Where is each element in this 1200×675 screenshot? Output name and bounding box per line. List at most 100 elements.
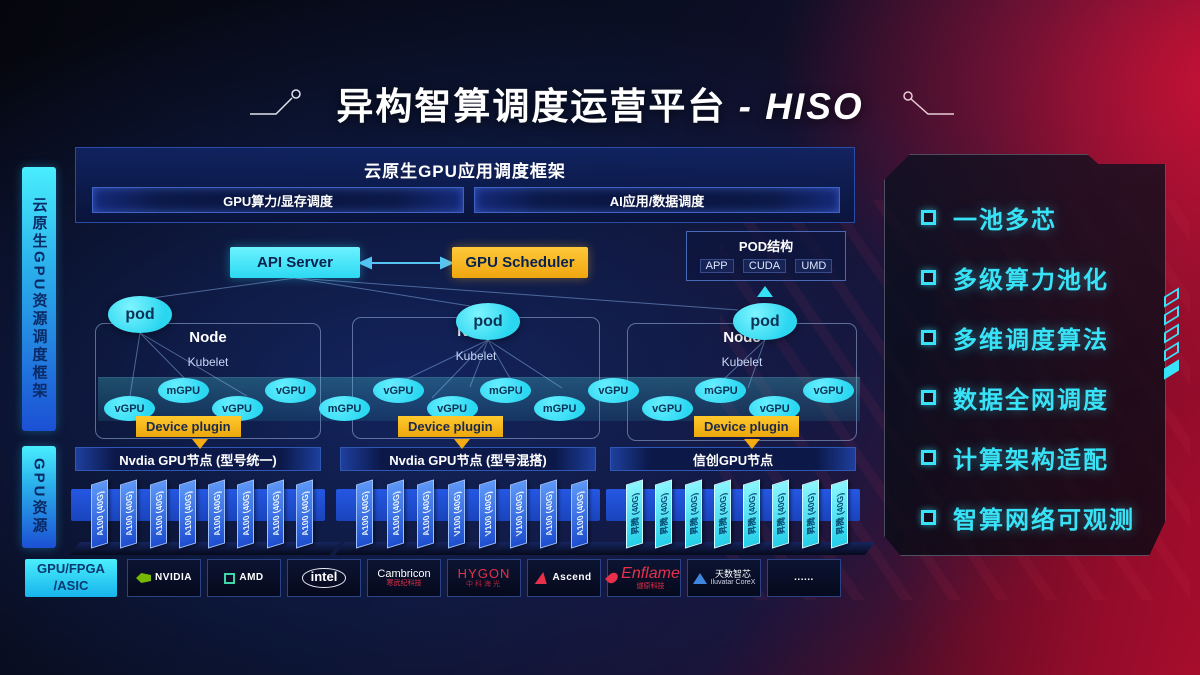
gpu-card: A100 (40G)	[237, 479, 255, 549]
device-plugin-box-2: Device plugin	[398, 416, 503, 437]
feature-label: 计算架构适配	[953, 446, 1109, 474]
gpu-slice-ellipse: vGPU	[587, 378, 639, 403]
gpu-compute-memory-scheduling-box: GPU算力/显存调度	[92, 187, 464, 213]
square-bullet-icon	[921, 509, 936, 525]
kubelet-label: Kubelet	[455, 349, 497, 363]
feature-row: 智算网络可观测	[921, 487, 1165, 547]
gpu-card: V100 (40G)	[478, 479, 496, 549]
gpu-slice-ellipse: mGPU	[319, 396, 371, 421]
feature-label: 一池多芯	[953, 206, 1057, 234]
pod-structure-title: POD结构	[738, 239, 794, 254]
gpu-node-group-header: 信创GPU节点	[610, 447, 856, 471]
pod-ellipse-2: pod	[456, 303, 520, 340]
feature-panel: 一池多芯 多级算力池化 多维调度算法 数据全网调度 计算架构适配	[884, 154, 1166, 556]
vendor-tile: HYGON 中科海光	[447, 559, 521, 597]
feature-row: 多维调度算法	[921, 307, 1165, 367]
device-plugin-box-1: Device plugin	[136, 416, 241, 437]
circuit-right-icon	[903, 91, 954, 115]
gpu-node-group-header: Nvdia GPU节点 (型号混搭)	[340, 447, 596, 471]
gpu-card: A100 (40G)	[208, 479, 226, 549]
gpu-card: 昇腾 (40G)	[713, 479, 731, 549]
feature-label: 数据全网调度	[953, 386, 1109, 414]
vendor-name: ......	[794, 572, 814, 584]
gpu-pool-strip: vGPU mGPU vGPU vGPU mGPU vGPU vGPU mGPU …	[98, 377, 860, 421]
vendor-tile: Ascend	[527, 559, 601, 597]
app-scheduling-frame: 云原生GPU应用调度框架 GPU算力/显存调度 AI应用/数据调度	[75, 147, 855, 223]
gpu-card: A100 (40G)	[266, 479, 284, 549]
gpu-card: A100 (40G)	[417, 479, 435, 549]
vendor-subname: 燧原科技	[636, 583, 665, 591]
gpu-card: A100 (40G)	[356, 479, 373, 549]
vendor-tile: Cambricon 寒武纪科技	[367, 559, 441, 597]
device-plugin-arrow-icon	[454, 439, 470, 449]
gpu-card: A100 (40G)	[149, 479, 167, 549]
hardware-types-line2: /ASIC	[53, 578, 89, 593]
feature-label: 智算网络可观测	[953, 506, 1135, 534]
device-plugin-box-3: Device plugin	[694, 416, 799, 437]
rail-gpu-resources: GPU资源	[22, 446, 56, 548]
gpu-slice-ellipse: vGPU	[802, 378, 854, 403]
pod-structure-arrow-icon	[757, 286, 773, 297]
gpu-card: V100 (40G)	[448, 479, 466, 549]
vendor-name: 天数智芯	[714, 568, 751, 579]
gpu-card-row: A100 (40G) A100 (40G) A100 (40G) V100 (4…	[356, 472, 588, 549]
feature-row: 一池多芯	[921, 187, 1165, 247]
gpu-node-group-uniform: Nvdia GPU节点 (型号统一) A100 (40G) A100 (40G)…	[69, 447, 341, 557]
gpu-slice-ellipse: mGPU	[480, 378, 532, 403]
square-bullet-icon	[921, 269, 936, 285]
gpu-slice-ellipse: vGPU	[641, 396, 693, 421]
gpu-card: A100 (40G)	[570, 479, 588, 549]
app-scheduling-frame-title: 云原生GPU应用调度框架	[364, 162, 566, 181]
gpu-ellipse-row: vGPU mGPU vGPU vGPU mGPU vGPU vGPU mGPU …	[98, 378, 860, 421]
pod-ellipse-1: pod	[108, 296, 172, 333]
gpu-card: V100 (40G)	[509, 479, 527, 549]
device-plugin-arrow-icon	[744, 439, 760, 449]
vendor-subname: 寒武纪科技	[386, 580, 422, 588]
page-title: 异构智算调度运营平台 - HISO	[0, 76, 1200, 130]
gpu-slice-ellipse: mGPU	[695, 378, 747, 403]
gpu-card: A100 (40G)	[120, 479, 138, 549]
node-title: Node	[189, 329, 227, 346]
hazard-stripes-icon	[1164, 287, 1179, 380]
page-title-en: - HISO	[726, 86, 864, 127]
pod-layer-chip: CUDA	[742, 259, 787, 273]
vendor-subname: Iluvatar CoreX	[710, 579, 756, 587]
gpu-card: A100 (40G)	[386, 479, 404, 549]
gpu-card: A100 (40G)	[178, 479, 196, 549]
api-server-box: API Server	[230, 247, 360, 278]
square-bullet-icon	[921, 389, 936, 405]
vendor-name: Ascend	[552, 572, 592, 584]
pod-layer-chip: UMD	[795, 259, 833, 273]
gpu-card: A100 (40G)	[540, 479, 558, 549]
vendor-name: HYGON	[457, 565, 511, 581]
gpu-node-group-header: Nvdia GPU节点 (型号统一)	[75, 447, 321, 471]
vendor-name: intel	[301, 568, 347, 588]
pod-structure-box: POD结构 APP CUDA UMD	[686, 231, 846, 281]
gpu-card: 昇腾 (40G)	[801, 479, 819, 549]
feature-row: 多级算力池化	[921, 247, 1165, 307]
vendor-tile: Enflame 燧原科技	[605, 559, 681, 597]
gpu-card: 昇腾 (40G)	[830, 479, 848, 549]
vendor-name: Cambricon	[377, 567, 431, 580]
gpu-card: 昇腾 (40G)	[772, 479, 790, 549]
ascend-logo-icon	[535, 572, 550, 584]
vendor-tile: AMD	[207, 559, 281, 597]
vendor-tile: ......	[767, 559, 841, 597]
feature-label: 多级算力池化	[953, 266, 1109, 294]
vendor-bar: GPU/FPGA /ASIC NVIDIA AMD	[25, 559, 847, 597]
gpu-node-group-xinchuang: 信创GPU节点 昇腾 (40G) 昇腾 (40G) 昇腾 (40G) 昇腾 (4…	[604, 447, 876, 557]
feature-label: 多维调度算法	[953, 326, 1109, 354]
gpu-slice-ellipse: vGPU	[265, 378, 317, 403]
amd-logo-icon	[224, 572, 236, 584]
pod-structure-layers: APP CUDA UMD	[687, 259, 845, 273]
vendor-tile: 天数智芯 Iluvatar CoreX	[687, 559, 761, 597]
gpu-slice-ellipse: vGPU	[104, 396, 155, 421]
iluvatar-logo-icon	[692, 572, 707, 584]
gpu-card: A100 (40G)	[91, 479, 108, 549]
gpu-slice-ellipse: vGPU	[372, 378, 424, 403]
gpu-card-row: 昇腾 (40G) 昇腾 (40G) 昇腾 (40G) 昇腾 (40G) 昇腾 (…	[626, 472, 848, 549]
gpu-card: 昇腾 (40G)	[626, 479, 643, 549]
gpu-node-group-mixed: Nvdia GPU节点 (型号混搭) A100 (40G) A100 (40G)…	[334, 447, 616, 557]
circuit-left-icon	[250, 89, 301, 115]
